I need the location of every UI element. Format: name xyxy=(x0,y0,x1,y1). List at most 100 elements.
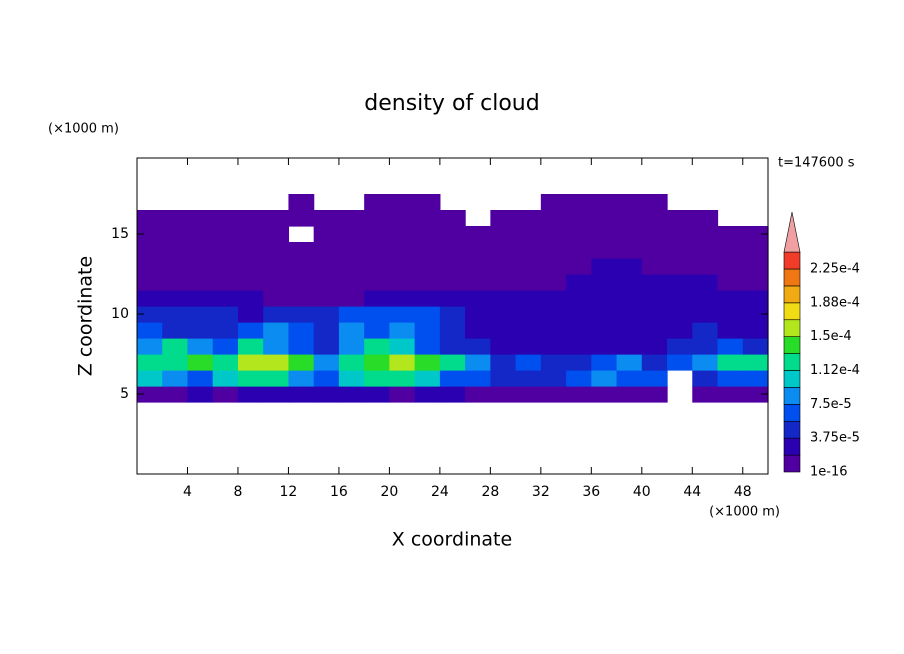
x-tick-label: 8 xyxy=(233,484,242,500)
cell xyxy=(137,210,163,227)
cell xyxy=(187,274,214,291)
cell xyxy=(187,306,214,323)
cell xyxy=(616,290,643,307)
cell xyxy=(515,354,542,371)
y-unit: (×1000 m) xyxy=(48,122,119,137)
cell xyxy=(187,322,214,339)
x-tick-label: 44 xyxy=(683,484,701,500)
cell xyxy=(742,386,769,403)
cell xyxy=(338,354,365,371)
cell xyxy=(717,226,744,243)
colorbar-box xyxy=(783,387,801,405)
cell xyxy=(591,306,618,323)
cell xyxy=(641,226,668,243)
cell xyxy=(237,226,264,243)
cell xyxy=(263,274,290,291)
cell xyxy=(566,194,592,211)
cell xyxy=(439,210,466,227)
cell xyxy=(439,354,466,371)
cell xyxy=(389,386,416,403)
cell xyxy=(313,210,340,227)
x-tick-label: 20 xyxy=(380,484,398,500)
cell xyxy=(490,306,517,323)
cell xyxy=(540,306,567,323)
cell xyxy=(439,370,466,387)
cell xyxy=(137,338,163,355)
cell xyxy=(515,274,542,291)
cell xyxy=(137,226,163,243)
cell xyxy=(288,370,315,387)
cell xyxy=(389,290,416,307)
cell xyxy=(288,210,315,227)
x-tick-label: 40 xyxy=(633,484,651,500)
cell xyxy=(465,274,491,291)
cell xyxy=(137,354,163,371)
cell xyxy=(237,210,264,227)
cell xyxy=(540,354,567,371)
cell xyxy=(515,242,542,259)
cell xyxy=(667,354,693,371)
cell xyxy=(288,322,315,339)
cell xyxy=(490,322,517,339)
cell xyxy=(439,258,466,275)
colorbar-tick-label: 1.88e-4 xyxy=(810,295,860,310)
cell xyxy=(212,258,239,275)
colorbar-tick-label: 3.75e-5 xyxy=(810,431,860,446)
colorbar-box xyxy=(783,302,801,321)
cell xyxy=(162,306,189,323)
cell xyxy=(591,386,618,403)
x-tick-label: 16 xyxy=(330,484,348,500)
cell xyxy=(742,354,769,371)
cell xyxy=(540,258,567,275)
cell xyxy=(263,226,290,243)
cell xyxy=(162,290,189,307)
cell xyxy=(414,370,441,387)
cell xyxy=(237,322,264,339)
cell xyxy=(465,338,491,355)
cell xyxy=(338,258,365,275)
cell xyxy=(465,354,491,371)
cell xyxy=(439,290,466,307)
x-tick-label: 4 xyxy=(183,484,192,500)
cell xyxy=(414,274,441,291)
cell xyxy=(566,354,592,371)
cell xyxy=(667,306,693,323)
cell xyxy=(515,258,542,275)
cell xyxy=(742,338,769,355)
y-tick-label: 5 xyxy=(120,386,129,402)
cell xyxy=(515,210,542,227)
cell xyxy=(616,194,643,211)
cell xyxy=(313,226,340,243)
cell xyxy=(742,322,769,339)
colorbar-box xyxy=(783,454,801,473)
x-tick-label: 28 xyxy=(481,484,499,500)
cell xyxy=(667,210,693,227)
colorbar-box xyxy=(783,353,801,371)
cell xyxy=(692,322,719,339)
cell xyxy=(288,194,315,211)
cell xyxy=(439,322,466,339)
cell xyxy=(187,386,214,403)
cell xyxy=(237,258,264,275)
cell xyxy=(414,226,441,243)
cell xyxy=(137,258,163,275)
cell xyxy=(414,258,441,275)
cell xyxy=(288,306,315,323)
colorbar-box xyxy=(783,319,801,337)
cell xyxy=(162,242,189,259)
cell xyxy=(616,210,643,227)
cell xyxy=(490,242,517,259)
cell xyxy=(717,322,744,339)
cell xyxy=(338,290,365,307)
cell xyxy=(212,274,239,291)
cell xyxy=(439,242,466,259)
cell xyxy=(717,290,744,307)
cell xyxy=(566,210,592,227)
cell xyxy=(490,226,517,243)
colorbar-extend xyxy=(783,212,801,253)
x-tick-label: 48 xyxy=(734,484,752,500)
cell xyxy=(717,242,744,259)
cell xyxy=(540,370,567,387)
cell xyxy=(540,210,567,227)
